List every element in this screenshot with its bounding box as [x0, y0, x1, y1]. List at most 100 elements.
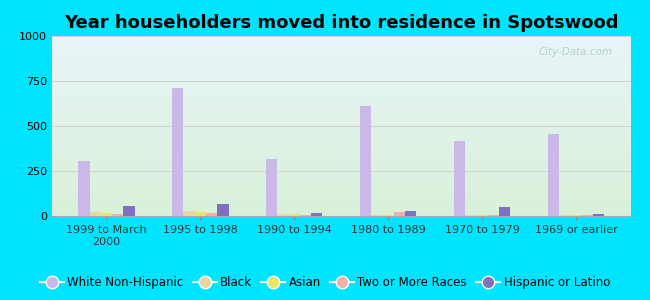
Bar [52, 168, 630, 169]
Bar [52, 140, 630, 141]
Bar [52, 79, 630, 80]
Bar [52, 185, 630, 186]
Bar [52, 182, 630, 183]
Bar [465, 215, 476, 216]
Bar [52, 176, 630, 177]
Bar [52, 163, 630, 164]
Bar [52, 98, 630, 99]
Bar [52, 141, 630, 142]
Bar [52, 157, 630, 158]
Bar [124, 206, 135, 216]
Bar [52, 70, 630, 71]
Bar [52, 48, 630, 49]
Bar [559, 215, 571, 216]
Bar [52, 78, 630, 79]
Bar [52, 113, 630, 114]
Bar [52, 160, 630, 161]
Bar [311, 213, 322, 216]
Bar [52, 47, 630, 48]
Bar [52, 86, 630, 87]
Bar [52, 80, 630, 81]
Title: Year householders moved into residence in Spotswood: Year householders moved into residence i… [64, 14, 619, 32]
Bar [52, 181, 630, 182]
Bar [52, 91, 630, 92]
Bar [52, 210, 630, 211]
Bar [300, 214, 311, 216]
Bar [52, 45, 630, 46]
Bar [52, 156, 630, 157]
Bar [52, 149, 630, 150]
Bar [52, 213, 630, 214]
Bar [52, 90, 630, 91]
Bar [52, 81, 630, 82]
Bar [52, 165, 630, 166]
Bar [52, 186, 630, 187]
Bar [52, 144, 630, 145]
Bar [52, 167, 630, 168]
Bar [52, 73, 630, 74]
Bar [52, 199, 630, 200]
Bar [52, 129, 630, 130]
Bar [52, 154, 630, 155]
Bar [52, 72, 630, 73]
Bar [52, 84, 630, 85]
Bar [52, 159, 630, 160]
Bar [52, 41, 630, 42]
Bar [52, 131, 630, 132]
Bar [52, 42, 630, 43]
Bar [52, 203, 630, 204]
Bar [183, 211, 195, 216]
Bar [52, 94, 630, 95]
Bar [360, 106, 371, 216]
Bar [52, 172, 630, 173]
Bar [52, 152, 630, 153]
Bar [52, 60, 630, 61]
Bar [52, 158, 630, 159]
Bar [52, 107, 630, 108]
Bar [476, 215, 488, 216]
Bar [52, 174, 630, 175]
Bar [52, 76, 630, 77]
Bar [405, 211, 417, 216]
Bar [52, 59, 630, 60]
Bar [52, 114, 630, 115]
Bar [52, 146, 630, 147]
Bar [101, 213, 112, 216]
Bar [52, 171, 630, 172]
Bar [52, 120, 630, 121]
Bar [172, 88, 183, 216]
Bar [371, 214, 383, 216]
Bar [488, 215, 499, 216]
Bar [52, 57, 630, 58]
Bar [52, 201, 630, 202]
Bar [52, 67, 630, 68]
Bar [52, 205, 630, 206]
Bar [52, 195, 630, 196]
Bar [52, 101, 630, 102]
Bar [52, 58, 630, 59]
Bar [52, 162, 630, 163]
Bar [52, 38, 630, 39]
Bar [52, 188, 630, 189]
Bar [52, 198, 630, 199]
Bar [52, 87, 630, 88]
Bar [52, 39, 630, 40]
Bar [52, 184, 630, 185]
Bar [52, 37, 630, 38]
Bar [571, 215, 582, 216]
Bar [52, 179, 630, 180]
Bar [52, 193, 630, 194]
Bar [52, 40, 630, 41]
Bar [52, 147, 630, 148]
Bar [52, 183, 630, 184]
Bar [52, 118, 630, 119]
Bar [52, 136, 630, 137]
Bar [52, 190, 630, 191]
Bar [278, 214, 289, 216]
Bar [266, 159, 278, 216]
Bar [52, 105, 630, 106]
Bar [52, 215, 630, 216]
Bar [52, 202, 630, 203]
Bar [52, 166, 630, 167]
Bar [52, 212, 630, 213]
